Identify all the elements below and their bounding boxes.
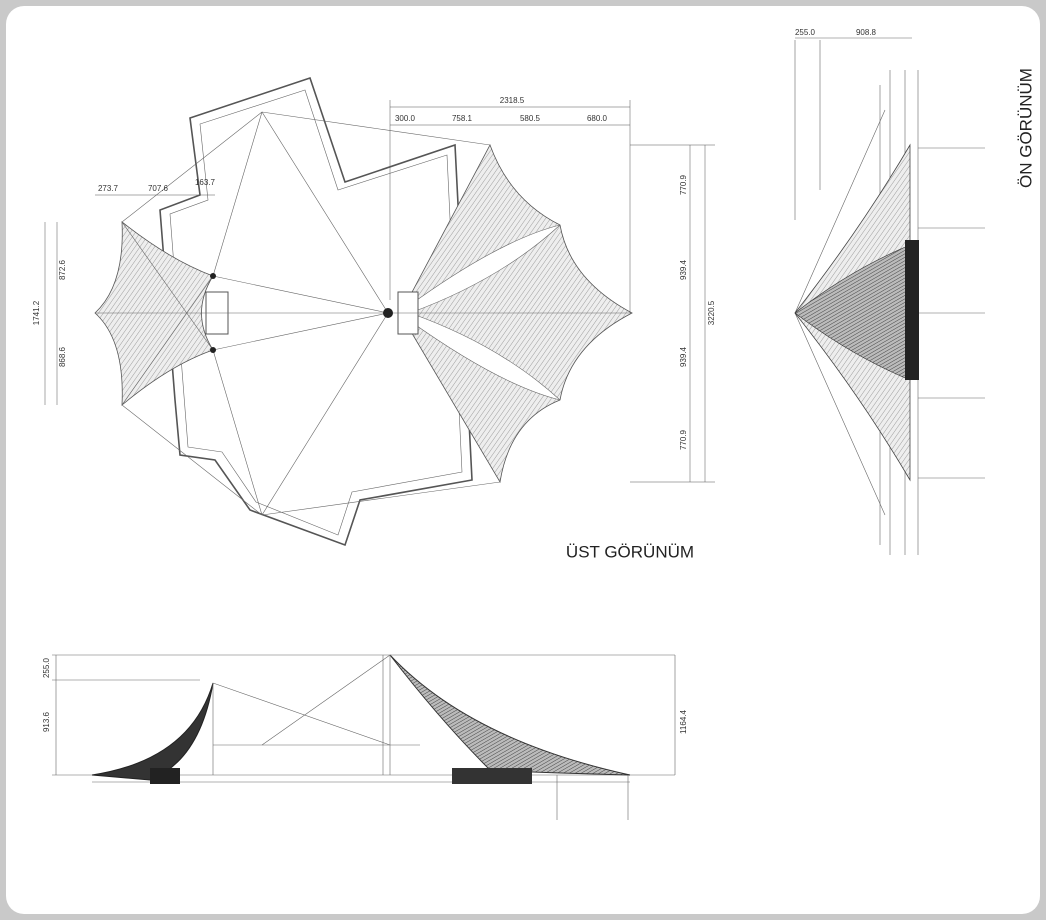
- view-title: ÖN GÖRÜNÜM: [1016, 68, 1035, 188]
- drawing-line: [212, 275, 389, 314]
- dimension-label: 255.0: [42, 657, 51, 678]
- drawing-line: [121, 404, 263, 516]
- dimension-label: 758.1: [452, 114, 473, 123]
- drawing-line: [261, 654, 391, 746]
- drawing-line: [212, 312, 389, 351]
- dimension-label: 868.6: [58, 346, 67, 367]
- dimension-label: 1741.2: [32, 300, 41, 325]
- drawing-line: [261, 111, 389, 314]
- drawing-g: [95, 111, 632, 516]
- drawing-line: [794, 109, 886, 314]
- dimension-label: 300.0: [395, 114, 416, 123]
- dimension-label: 3220.5: [707, 300, 716, 325]
- drawing-rect: [6, 6, 1040, 914]
- drawing-circle: [210, 273, 216, 279]
- drawing-rect: [150, 768, 180, 784]
- drawing-line: [794, 312, 886, 516]
- drawing-path: [409, 224, 561, 314]
- dimension-label: 255.0: [795, 28, 816, 37]
- drawing-g: [52, 654, 676, 820]
- drawing-line: [261, 312, 389, 516]
- drawing-line: [212, 349, 263, 516]
- dimension-label: 908.8: [856, 28, 877, 37]
- drawing-path: [389, 654, 631, 776]
- drawing-line: [261, 111, 491, 146]
- dimension-label: 939.4: [679, 346, 688, 367]
- dimension-label: 770.9: [679, 174, 688, 195]
- dimension-label: 163.7: [195, 178, 216, 187]
- dimension-label: 913.6: [42, 711, 51, 732]
- drawing-circle: [210, 347, 216, 353]
- drawing-line: [212, 682, 391, 746]
- drawing-line: [121, 111, 263, 223]
- dimension-label: 707.6: [148, 184, 169, 193]
- dimension-label: 939.4: [679, 259, 688, 280]
- drawing-g: [44, 100, 715, 483]
- dimension-label: 872.6: [58, 259, 67, 280]
- dimension-label: 580.5: [520, 114, 541, 123]
- drawing-line: [261, 481, 501, 516]
- drawing-path: [94, 221, 214, 406]
- drawing-rect: [905, 240, 919, 380]
- drawing-rect: [452, 768, 532, 784]
- dimension-label: 680.0: [587, 114, 608, 123]
- dimension-label: 273.7: [98, 184, 119, 193]
- drawing-circle: [383, 308, 393, 318]
- drawing-polygon: [159, 76, 473, 547]
- dimension-label: 770.9: [679, 429, 688, 450]
- dimension-label: 2318.5: [500, 96, 525, 105]
- labels: ÜST GÖRÜNÜM ÖN GÖRÜNÜM 273.7 707.6 163.7 2318…: [32, 28, 1035, 734]
- drawing-line: [212, 111, 263, 277]
- drawing-path: [409, 312, 561, 401]
- drawing-polygon: [169, 89, 463, 536]
- view-title: ÜST GÖRÜNÜM: [566, 542, 694, 561]
- drawing-line: [121, 221, 214, 351]
- dimension-label: 1164.4: [679, 710, 688, 734]
- drawing-line: [121, 275, 214, 406]
